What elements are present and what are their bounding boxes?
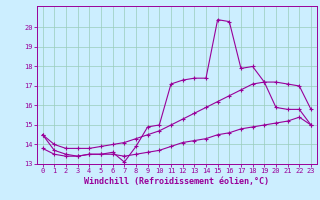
X-axis label: Windchill (Refroidissement éolien,°C): Windchill (Refroidissement éolien,°C) (84, 177, 269, 186)
